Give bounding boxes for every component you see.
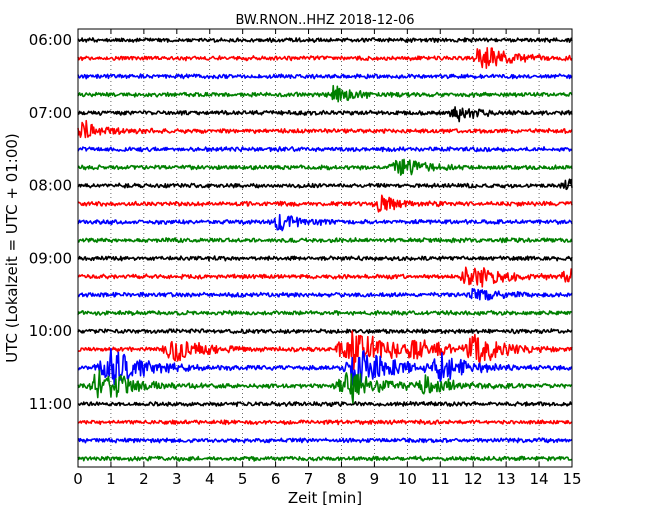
- seismogram-trace: [77, 266, 573, 288]
- seismogram-trace: [77, 309, 573, 316]
- seismogram-trace: [77, 287, 573, 301]
- x-tick-label: 1: [106, 470, 116, 488]
- seismogram-trace: [77, 437, 573, 444]
- seismogram-trace: [77, 400, 573, 408]
- seismogram-traces: [77, 37, 573, 462]
- seismogram-trace: [77, 119, 573, 139]
- seismogram-trace: [77, 37, 573, 44]
- seismogram-trace: [77, 347, 573, 386]
- seismogram-trace: [77, 213, 573, 232]
- x-tick-label: 12: [464, 470, 483, 488]
- seismogram-trace: [77, 178, 573, 191]
- x-tick-label: 8: [337, 470, 347, 488]
- x-tick-label: 9: [370, 470, 380, 488]
- x-tick-label: 6: [271, 470, 281, 488]
- y-tick-label: 11:00: [29, 395, 72, 413]
- x-tick-label: 15: [562, 470, 581, 488]
- x-tick-label: 2: [139, 470, 149, 488]
- x-tick-label: 7: [304, 470, 314, 488]
- seismogram-trace: [77, 146, 573, 153]
- y-axis-label: UTC (Lokalzeit = UTC + 01:00): [3, 133, 21, 363]
- x-tick-label: 3: [172, 470, 182, 488]
- y-tick-label: 06:00: [29, 31, 72, 49]
- seismogram-trace: [77, 255, 573, 262]
- y-tick-label: 09:00: [29, 249, 72, 267]
- y-tick-labels: 06:00 07:00 08:00 09:00 10:00 11:00: [29, 31, 72, 413]
- plot-frame: [77, 28, 573, 468]
- x-tick-label: 4: [205, 470, 215, 488]
- x-tick-label: 0: [73, 470, 83, 488]
- seismogram-trace: [77, 330, 573, 371]
- seismogram-trace: [77, 194, 573, 213]
- x-tick-labels: 0 1 2 3 4 5 6 7 8 9 10 11 12 13 14 15: [73, 470, 581, 488]
- seismogram-trace: [77, 455, 573, 462]
- seismogram-trace: [77, 237, 573, 244]
- seismogram-trace: [77, 84, 573, 103]
- x-tick-label: 13: [497, 470, 516, 488]
- seismogram-trace: [77, 158, 573, 176]
- x-tick-label: 10: [398, 470, 417, 488]
- seismogram-trace: [77, 73, 573, 80]
- x-tick-label: 14: [530, 470, 549, 488]
- axis-ticks: [77, 29, 573, 467]
- seismogram-trace: [77, 328, 573, 335]
- x-tick-label: 5: [238, 470, 248, 488]
- y-tick-label: 10:00: [29, 322, 72, 340]
- y-tick-label: 08:00: [29, 177, 72, 195]
- seismogram-trace: [77, 47, 573, 70]
- chart-title: BW.RNON..HHZ 2018-12-06: [235, 13, 414, 28]
- seismogram-trace: [77, 419, 573, 426]
- seismogram-trace: [77, 106, 573, 123]
- x-axis-label: Zeit [min]: [288, 489, 362, 507]
- y-tick-label: 07:00: [29, 104, 72, 122]
- x-tick-label: 11: [431, 470, 450, 488]
- seismogram-trace: [77, 369, 573, 405]
